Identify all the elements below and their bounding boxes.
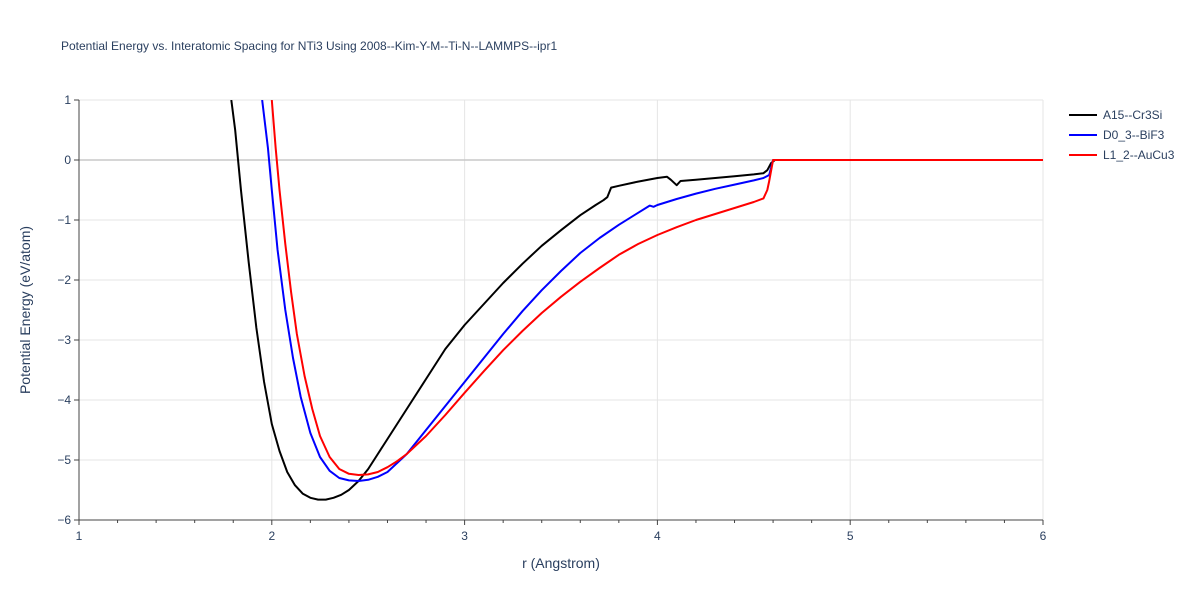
y-tick-label: −1 <box>57 213 71 227</box>
x-tick-label: 3 <box>461 529 468 543</box>
x-tick-label: 2 <box>268 529 275 543</box>
legend-item[interactable]: A15--Cr3Si <box>1069 108 1162 122</box>
x-axis-title: r (Angstrom) <box>522 555 600 571</box>
y-tick-label: −5 <box>57 453 71 467</box>
legend-label: L1_2--AuCu3 <box>1103 148 1175 162</box>
y-tick-label: 1 <box>64 93 71 107</box>
x-tick-label: 6 <box>1040 529 1047 543</box>
x-tick-label: 1 <box>76 529 83 543</box>
y-tick-label: −2 <box>57 273 71 287</box>
legend-label: D0_3--BiF3 <box>1103 128 1165 142</box>
series-line-d0-3-bif3[interactable] <box>261 100 1043 482</box>
series-layer <box>230 100 1043 501</box>
series-line-a15-cr3si[interactable] <box>230 100 1043 501</box>
y-tick-label: −3 <box>57 333 71 347</box>
legend-item[interactable]: D0_3--BiF3 <box>1069 128 1165 142</box>
legend-label: A15--Cr3Si <box>1103 108 1162 122</box>
y-tick-label: 0 <box>64 153 71 167</box>
y-tick-label: −4 <box>57 393 71 407</box>
x-tick-label: 5 <box>847 529 854 543</box>
y-axis-title: Potential Energy (eV/atom) <box>17 226 33 394</box>
legend[interactable]: A15--Cr3Si D0_3--BiF3 L1_2--AuCu3 <box>1069 108 1175 162</box>
grid-layer <box>79 99 1044 520</box>
axes-layer: 1 2 3 4 5 6 1 0 −1 −2 −3 −4 −5 −6 <box>57 93 1046 543</box>
x-tick-label: 4 <box>654 529 661 543</box>
series-line-l1-2-aucu3[interactable] <box>270 100 1043 476</box>
chart-title: Potential Energy vs. Interatomic Spacing… <box>61 39 557 53</box>
y-tick-label: −6 <box>57 513 71 527</box>
legend-item[interactable]: L1_2--AuCu3 <box>1069 148 1175 162</box>
